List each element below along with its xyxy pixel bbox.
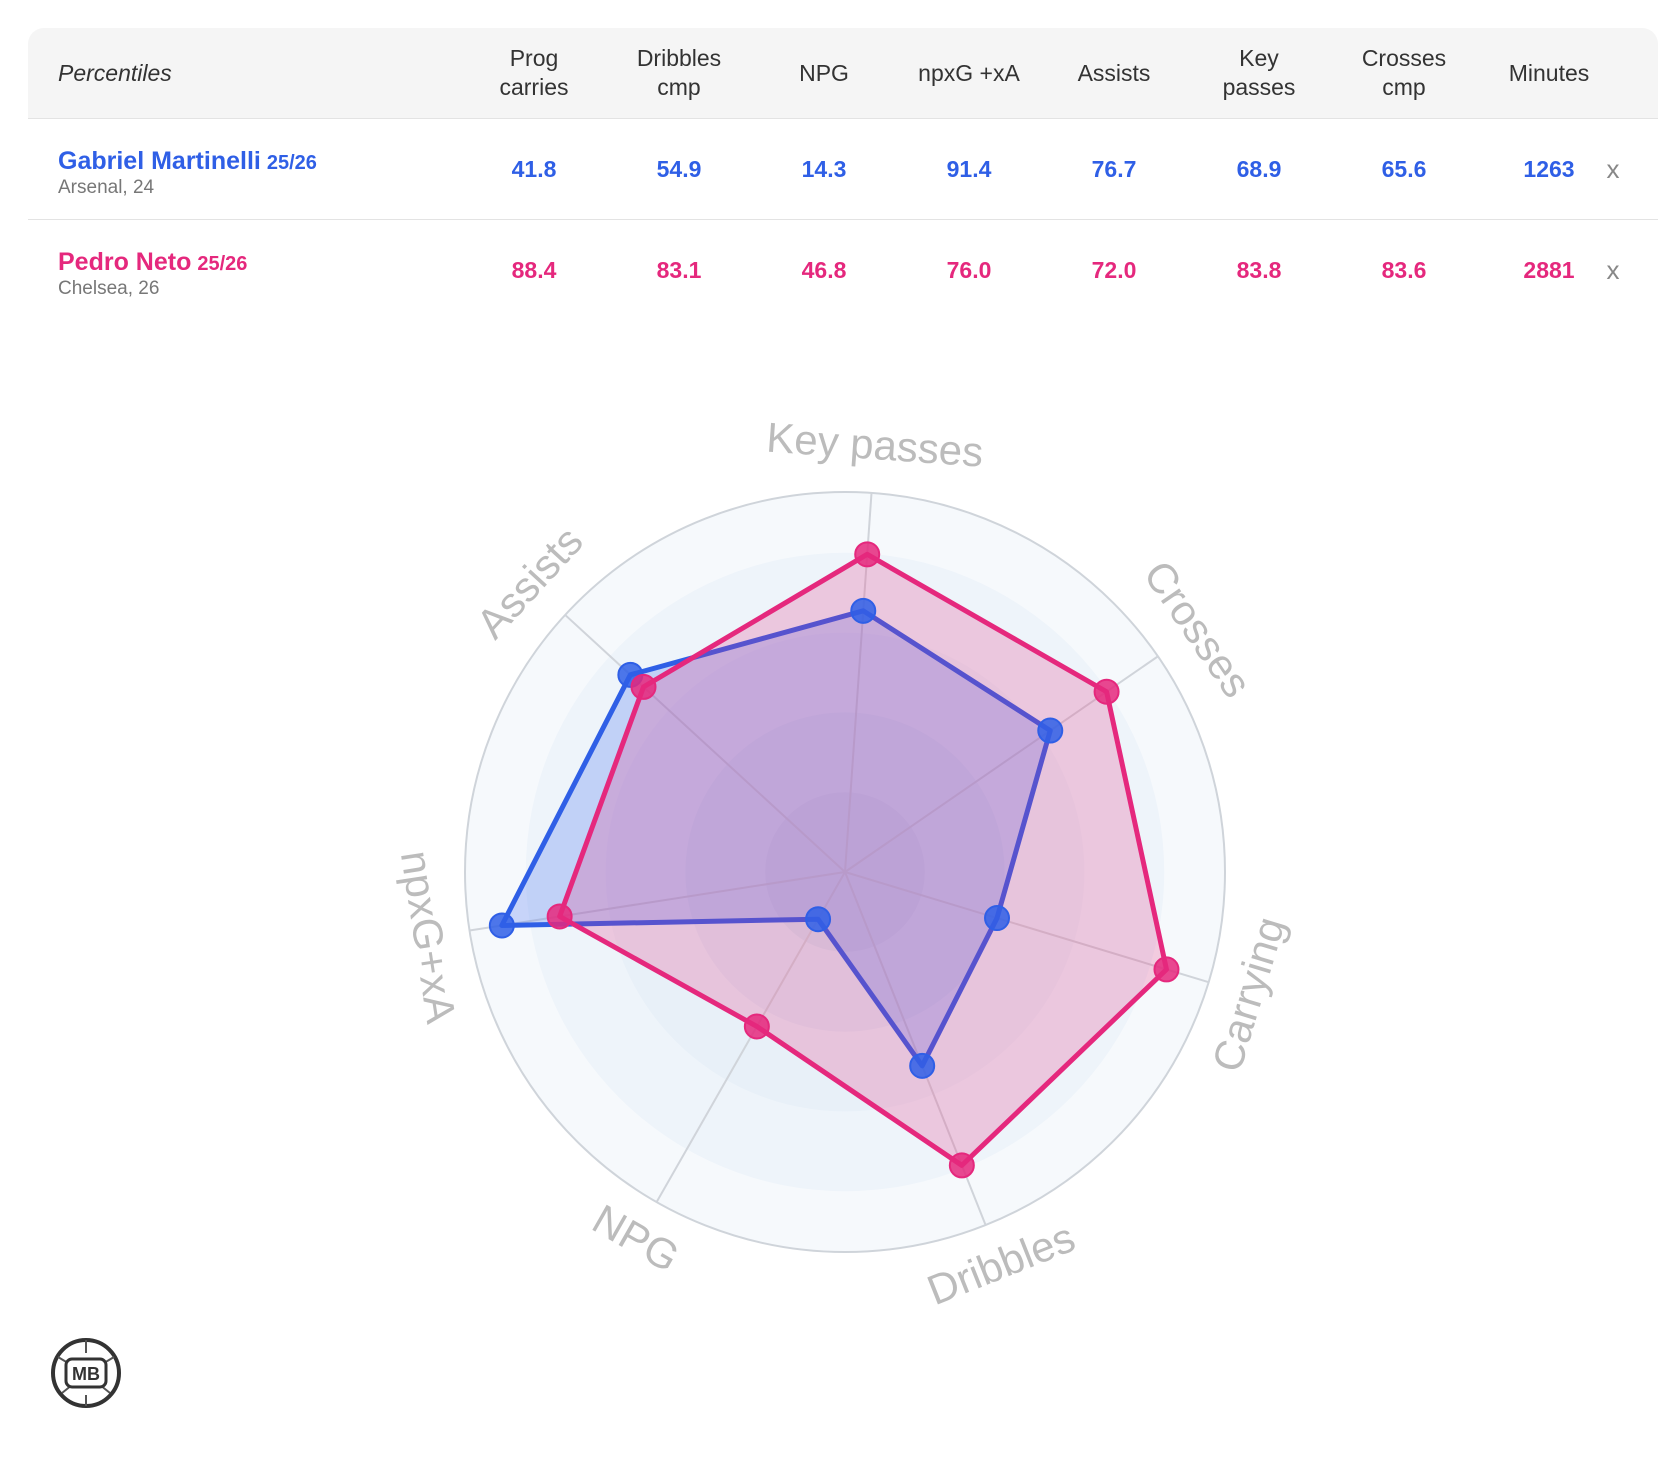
radar-point	[909, 1052, 936, 1079]
mb-logo-icon: MB	[51, 1338, 121, 1408]
radar-point	[630, 673, 657, 700]
radar-axis-label: npxG+xA	[392, 847, 465, 1026]
header-crosses-cmp[interactable]: Crosses cmp	[1361, 45, 1447, 100]
radar-series-1	[499, 608, 1053, 1069]
table-header: Percentiles Prog carries Dribbles cmp NP…	[28, 28, 1658, 119]
header-percentiles: Percentiles	[58, 59, 172, 86]
percentiles-table: Percentiles Prog carries Dribbles cmp NP…	[28, 28, 1658, 320]
radar-point	[1153, 956, 1180, 983]
player-club-age: Chelsea, 26	[58, 278, 160, 299]
header-prog-carries[interactable]: Prog carries	[499, 45, 569, 100]
header-minutes[interactable]: Minutes	[1508, 59, 1590, 86]
player-row-neto: Pedro Neto 25/26 Chelsea, 26 88.4 83.1 46…	[28, 220, 1658, 320]
value-assists: 72.0	[1091, 256, 1137, 283]
player-name[interactable]: Pedro Neto 25/26	[58, 248, 247, 277]
player-name-text: Pedro Neto	[58, 248, 192, 276]
header-npg[interactable]: NPG	[799, 59, 849, 86]
player-season: 25/26	[266, 152, 317, 174]
header-dribbles-cmp[interactable]: Dribbles cmp	[636, 45, 722, 100]
radar-point	[805, 906, 832, 933]
logo-text: MB	[72, 1364, 100, 1384]
value-prog-carries: 88.4	[511, 256, 557, 283]
value-dribbles-cmp: 83.1	[656, 256, 702, 283]
value-crosses-cmp: 65.6	[1381, 155, 1427, 182]
value-key-passes: 68.9	[1236, 155, 1282, 182]
remove-player-button[interactable]: x	[1606, 254, 1620, 285]
radar-spoke	[469, 871, 846, 932]
player-season: 25/26	[197, 253, 248, 275]
radar-point	[984, 905, 1011, 932]
value-minutes: 1263	[1523, 155, 1575, 182]
player-club-age: Arsenal, 24	[58, 177, 155, 198]
radar-point	[1093, 678, 1120, 705]
remove-player-button[interactable]: x	[1606, 153, 1620, 184]
header-npxg-xa[interactable]: npxG +xA	[918, 59, 1020, 86]
value-dribbles-cmp: 54.9	[656, 155, 702, 182]
header-key-passes[interactable]: Key passes	[1222, 45, 1296, 100]
radar-point	[743, 1013, 770, 1040]
value-crosses-cmp: 83.6	[1381, 256, 1427, 283]
radar-point	[850, 597, 877, 624]
value-key-passes: 83.8	[1236, 256, 1282, 283]
radar-point	[546, 903, 573, 930]
radar-series-2	[557, 551, 1169, 1168]
radar-point	[1037, 717, 1064, 744]
radar-point	[854, 541, 881, 568]
value-npxg-xa: 76.0	[946, 256, 992, 283]
value-npxg-xa: 91.4	[946, 155, 992, 182]
radar-point	[948, 1152, 975, 1179]
header-assists[interactable]: Assists	[1077, 59, 1151, 86]
value-npg: 14.3	[801, 155, 847, 182]
radar-point	[488, 912, 515, 939]
radar-spoke	[844, 871, 1209, 984]
value-npg: 46.8	[801, 256, 847, 283]
player-row-martinelli: Gabriel Martinelli 25/26 Arsenal, 24 41.8…	[28, 119, 1658, 220]
value-assists: 76.7	[1091, 155, 1137, 182]
radar-spoke	[564, 614, 846, 873]
player-name-text: Gabriel Martinelli	[58, 147, 261, 175]
value-prog-carries: 41.8	[511, 155, 557, 182]
radar-axis-label: Key passes	[765, 414, 985, 476]
value-minutes: 2881	[1523, 256, 1575, 283]
player-name[interactable]: Gabriel Martinelli 25/26	[58, 147, 317, 176]
